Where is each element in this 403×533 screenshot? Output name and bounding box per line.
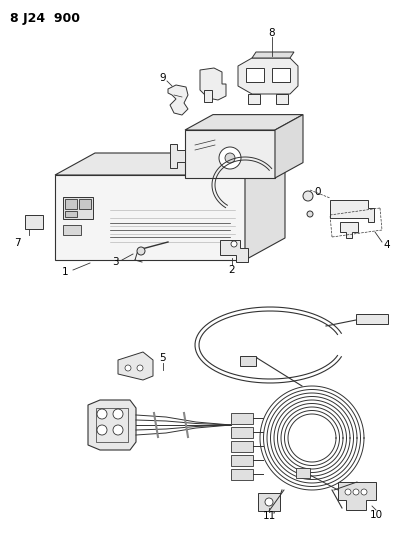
Polygon shape xyxy=(118,352,153,380)
Circle shape xyxy=(265,498,273,506)
Bar xyxy=(272,68,290,82)
Bar xyxy=(231,441,253,452)
Text: 8 J24  900: 8 J24 900 xyxy=(10,12,80,25)
Bar xyxy=(246,68,264,82)
Text: 9: 9 xyxy=(160,73,166,83)
Circle shape xyxy=(361,489,367,495)
Polygon shape xyxy=(185,115,303,130)
Bar xyxy=(356,314,388,324)
Text: 5: 5 xyxy=(160,353,166,363)
Circle shape xyxy=(307,211,313,217)
Text: 3: 3 xyxy=(112,257,118,267)
Bar xyxy=(231,455,253,466)
Polygon shape xyxy=(245,153,285,260)
Text: 0: 0 xyxy=(315,187,321,197)
Text: 1: 1 xyxy=(62,267,69,277)
Circle shape xyxy=(137,365,143,371)
Polygon shape xyxy=(170,144,185,168)
Text: 2: 2 xyxy=(229,265,235,275)
Circle shape xyxy=(125,365,131,371)
Text: 8: 8 xyxy=(269,28,275,38)
Text: 10: 10 xyxy=(370,510,382,520)
Polygon shape xyxy=(248,94,260,104)
Text: 11: 11 xyxy=(262,511,276,521)
Polygon shape xyxy=(200,68,226,100)
Bar xyxy=(231,413,253,424)
Text: 7: 7 xyxy=(14,238,20,248)
Polygon shape xyxy=(330,200,374,222)
Circle shape xyxy=(225,153,235,163)
Polygon shape xyxy=(338,482,376,510)
Circle shape xyxy=(97,409,107,419)
Polygon shape xyxy=(55,175,245,260)
Circle shape xyxy=(97,425,107,435)
Bar xyxy=(231,469,253,480)
Bar xyxy=(63,225,81,235)
Bar xyxy=(240,356,256,366)
Polygon shape xyxy=(204,90,212,102)
Polygon shape xyxy=(55,153,285,175)
Circle shape xyxy=(231,241,237,247)
Bar xyxy=(231,427,253,438)
Polygon shape xyxy=(276,94,288,104)
Bar xyxy=(65,199,77,209)
Circle shape xyxy=(137,247,145,255)
Circle shape xyxy=(113,425,123,435)
Polygon shape xyxy=(238,58,298,94)
Circle shape xyxy=(113,409,123,419)
Text: 4: 4 xyxy=(384,240,391,250)
Polygon shape xyxy=(88,400,136,450)
Circle shape xyxy=(219,147,241,169)
Polygon shape xyxy=(252,52,294,58)
Bar xyxy=(25,215,43,229)
Bar xyxy=(79,199,91,209)
Polygon shape xyxy=(168,85,188,115)
Polygon shape xyxy=(258,493,280,511)
Circle shape xyxy=(303,191,313,201)
Bar xyxy=(185,130,275,178)
Circle shape xyxy=(353,489,359,495)
Circle shape xyxy=(345,489,351,495)
Polygon shape xyxy=(340,222,358,238)
Polygon shape xyxy=(275,115,303,178)
Polygon shape xyxy=(220,240,248,262)
Bar xyxy=(296,468,310,478)
Bar xyxy=(63,197,93,219)
Bar xyxy=(96,408,128,442)
Bar xyxy=(65,211,77,217)
